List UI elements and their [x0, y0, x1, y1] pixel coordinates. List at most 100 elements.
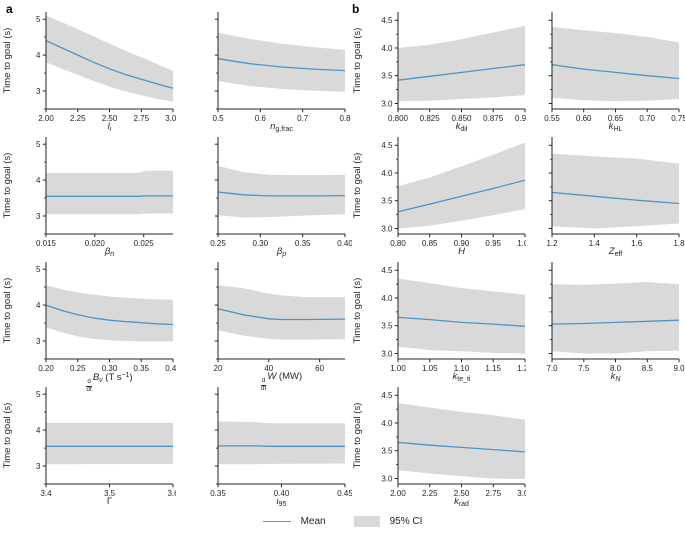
x-tick-label: 1.8 [673, 239, 685, 248]
y-axis-label: Time to goal (s) [352, 28, 363, 94]
x-tick-label: 3.00 [517, 489, 526, 498]
x-tick-label: 2.00 [38, 114, 54, 123]
subplot-iota95: 0.35 0.40 0.45 [176, 381, 352, 506]
y-tick-label: 3.0 [381, 349, 393, 358]
y-tick-label: 3.0 [381, 474, 393, 483]
subplot-svg-li: 2.00 2.25 2.50 2.75 3.00 3 4 5 Time to goal (s) [2, 12, 176, 123]
ci-patch-swatch [353, 516, 380, 527]
ci-band [398, 142, 525, 229]
x-tick-label: 0.40 [274, 489, 290, 498]
subplot-dw: 20 40 60 [176, 256, 352, 381]
y-tick-label: 4 [36, 176, 41, 185]
y-tick-label: 3.5 [381, 197, 393, 206]
xlabel-dbv: d dt Bv (T s−1) [86, 372, 133, 393]
ci-band [552, 282, 679, 354]
mean-line [397, 179, 526, 213]
y-tick-label: 4.0 [381, 169, 393, 178]
subplot-svg-ngfrac: 0.5 0.6 0.7 0.8 [212, 12, 351, 123]
subplot-kdil: 0.800 0.825 0.850 0.875 0.900 3.0 3.5 4.0 4.5 Tim… [350, 6, 526, 131]
x-tick-label: 3.5 [104, 489, 116, 498]
x-tick-label: 20 [214, 364, 223, 373]
y-tick-label: 4.5 [381, 16, 393, 25]
x-tick-label: 0.90 [454, 239, 470, 248]
x-tick-label: 0.40 [337, 239, 352, 248]
xlabel-kdil: kdil [455, 121, 468, 133]
y-tick-label: 4.5 [381, 266, 393, 275]
subplot-svg-khl: 0.55 0.60 0.65 0.70 0.75 [544, 12, 685, 123]
subplot-svg-dw: 20 40 60 [214, 262, 346, 373]
x-tick-label: 0.25 [70, 364, 86, 373]
y-tick-label: 3.0 [381, 224, 393, 233]
xlabel-kteti: kte_ti [452, 371, 471, 383]
y-tick-label: 4.0 [381, 294, 393, 303]
y-tick-label: 3 [36, 462, 41, 471]
x-tick-label: 0.95 [485, 239, 501, 248]
mean-line [45, 40, 174, 89]
y-tick-label: 4.5 [381, 391, 393, 400]
subplot-svg-kdil: 0.800 0.825 0.850 0.875 0.900 3.0 3.5 4.0 4.5 Tim… [352, 12, 526, 123]
subplot-svg-H: 0.80 0.85 0.90 0.95 1.00 3.0 3.5 4.0 4.5 Time to … [352, 137, 526, 248]
x-tick-label: 7.0 [546, 364, 558, 373]
y-tick-label: 5 [36, 140, 41, 149]
x-tick-label: 40 [264, 364, 273, 373]
ci-band [398, 278, 525, 354]
x-tick-label: 2.50 [102, 114, 118, 123]
x-tick-label: 0.5 [212, 114, 224, 123]
fraction-d-dt: d dt [260, 377, 267, 392]
ci-band [218, 165, 345, 218]
y-tick-label: 4.0 [381, 44, 393, 53]
ci-band [46, 15, 173, 102]
xlabel-H: H [458, 246, 465, 257]
xlabel-kn: kN [610, 371, 621, 383]
mean-line [217, 58, 346, 72]
x-tick-label: 0.025 [134, 239, 155, 248]
x-tick-label: 3.4 [40, 489, 52, 498]
ci-band [218, 285, 345, 340]
subplot-svg-kteti: 1.00 1.05 1.10 1.15 1.20 3.0 3.5 4.0 4.5 Time to … [352, 262, 526, 373]
x-tick-label: 2.25 [70, 114, 86, 123]
mean-line [551, 191, 680, 205]
y-tick-label: 3.0 [381, 99, 393, 108]
mean-line [551, 64, 680, 80]
x-tick-label: 1.4 [589, 239, 601, 248]
mean-line [397, 316, 526, 327]
subplot-H: 0.80 0.85 0.90 0.95 1.00 3.0 3.5 4.0 4.5 Time to … [350, 131, 526, 256]
ci-band [218, 421, 345, 465]
x-tick-label: 0.30 [102, 364, 118, 373]
mean-line [217, 191, 346, 197]
xlabel-iota95: ι95 [276, 496, 287, 508]
mean-line [397, 441, 526, 453]
x-tick-label: 0.40 [165, 364, 176, 373]
x-tick-label: 7.5 [578, 364, 590, 373]
xlabel-ngfrac: ng,frac [270, 121, 293, 133]
x-tick-label: 3.6 [167, 489, 176, 498]
x-tick-label: 0.800 [388, 114, 409, 123]
subplot-svg-iota95: 0.35 0.40 0.45 [210, 387, 352, 498]
x-tick-label: 0.85 [422, 239, 438, 248]
y-tick-label: 3 [36, 212, 41, 221]
subplot-gamma: 3.4 3.5 3.6 3 4 5 Time to goal (s) [0, 381, 176, 506]
subplot-krad: 2.00 2.25 2.50 2.75 3.00 3.0 3.5 4.0 4.5 Time to … [350, 381, 526, 506]
x-tick-label: 0.7 [297, 114, 309, 123]
x-tick-label: 0.875 [483, 114, 504, 123]
x-tick-label: 0.6 [255, 114, 267, 123]
y-tick-label: 3.5 [381, 447, 393, 456]
mean-line [551, 319, 680, 325]
legend-mean-label: Mean [300, 516, 326, 527]
x-tick-label: 1.00 [517, 239, 526, 248]
xlabel-betan: βn [104, 246, 115, 258]
x-tick-label: 8.5 [642, 364, 654, 373]
x-tick-label: 2.75 [486, 489, 502, 498]
x-tick-label: 0.65 [608, 114, 624, 123]
ci-band [46, 285, 173, 342]
x-tick-label: 0.75 [671, 114, 685, 123]
x-tick-label: 0.20 [38, 364, 54, 373]
subplot-dbv: 0.20 0.25 0.30 0.35 0.40 3 4 5 Time to goal (s) [0, 256, 176, 381]
subplot-ngfrac: 0.5 0.6 0.7 0.8 [176, 6, 352, 131]
x-tick-label: 2.50 [454, 489, 470, 498]
x-tick-label: 0.25 [210, 239, 226, 248]
y-tick-label: 5 [36, 390, 41, 399]
xlabel-khl: kHL [608, 121, 623, 133]
y-tick-label: 4.5 [381, 141, 393, 150]
